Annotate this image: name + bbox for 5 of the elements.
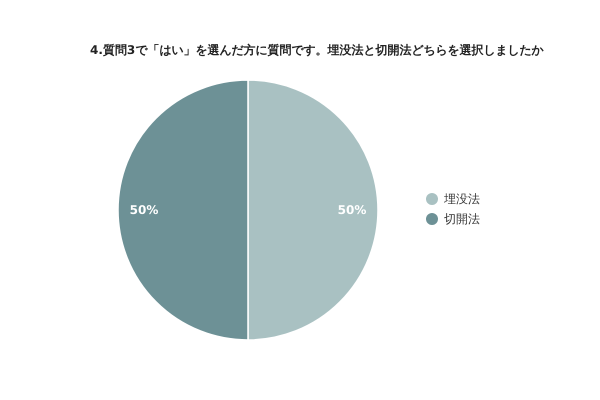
legend-label: 切開法: [444, 212, 480, 226]
chart-title: 4.質問3で「はい」を選んだ方に質問です。埋没法と切開法どちらを選択しましたか: [90, 43, 544, 57]
data-label: 50%: [338, 203, 366, 218]
legend-label: 埋没法: [443, 192, 480, 206]
data-label: 50%: [130, 203, 158, 218]
